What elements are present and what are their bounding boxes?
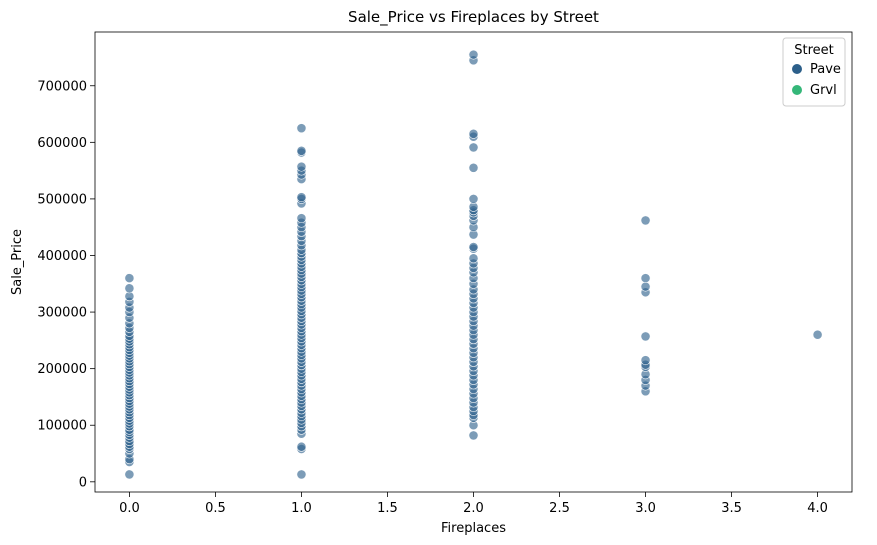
data-point bbox=[124, 283, 135, 294]
y-tick-label: 500000 bbox=[37, 192, 87, 207]
y-axis-label: Sale_Price bbox=[10, 229, 25, 295]
data-point bbox=[124, 273, 135, 284]
x-tick-label: 3.0 bbox=[635, 501, 656, 516]
x-tick-label: 1.0 bbox=[291, 501, 312, 516]
x-axis-label: Fireplaces bbox=[441, 521, 506, 536]
data-point bbox=[468, 430, 479, 441]
points-layer bbox=[124, 49, 823, 480]
x-axis-ticks: 0.0 0.5 1.0 1.5 2.0 2.5 3.0 3.5 4.0 bbox=[119, 492, 828, 516]
data-point bbox=[640, 281, 651, 292]
data-point bbox=[640, 215, 651, 226]
data-point bbox=[640, 331, 651, 342]
legend-label: Pave bbox=[810, 62, 841, 77]
data-point bbox=[296, 469, 307, 480]
data-point bbox=[124, 469, 135, 480]
y-tick-label: 100000 bbox=[37, 419, 87, 434]
x-tick-label: 2.0 bbox=[463, 501, 484, 516]
data-point bbox=[468, 128, 479, 139]
chart-title: Sale_Price vs Fireplaces by Street bbox=[348, 8, 599, 27]
legend-marker bbox=[792, 64, 802, 74]
legend-entries: Pave Grvl bbox=[792, 62, 841, 98]
y-tick-label: 0 bbox=[79, 475, 87, 490]
legend-marker bbox=[792, 85, 802, 95]
data-point bbox=[296, 213, 307, 224]
data-point bbox=[468, 242, 479, 252]
data-point bbox=[640, 273, 651, 284]
x-tick-label: 3.5 bbox=[721, 501, 742, 516]
data-point bbox=[640, 355, 651, 366]
data-point bbox=[296, 145, 307, 156]
legend-title: Street bbox=[794, 43, 834, 58]
x-tick-label: 0.5 bbox=[205, 501, 226, 516]
y-axis-ticks: 0 100000 200000 300000 400000 500000 600000 700… bbox=[37, 79, 95, 490]
data-point bbox=[296, 192, 307, 203]
legend: Street Pave Grvl bbox=[782, 37, 846, 107]
data-point bbox=[296, 441, 307, 452]
x-tick-label: 0.0 bbox=[119, 501, 140, 516]
y-tick-label: 600000 bbox=[37, 136, 87, 151]
data-point bbox=[468, 142, 479, 153]
x-tick-label: 4.0 bbox=[807, 501, 828, 516]
y-tick-label: 300000 bbox=[37, 306, 87, 321]
y-tick-label: 400000 bbox=[37, 249, 87, 264]
y-tick-label: 700000 bbox=[37, 79, 87, 94]
y-tick-label: 200000 bbox=[37, 362, 87, 377]
x-tick-label: 2.5 bbox=[549, 501, 570, 516]
data-point bbox=[296, 123, 307, 134]
data-point bbox=[468, 194, 479, 204]
data-point bbox=[468, 253, 479, 264]
data-point bbox=[468, 49, 479, 60]
legend-label: Grvl bbox=[810, 83, 837, 98]
x-tick-label: 1.5 bbox=[377, 501, 398, 516]
data-point bbox=[296, 161, 307, 172]
data-point bbox=[468, 162, 479, 173]
data-point bbox=[812, 329, 823, 340]
